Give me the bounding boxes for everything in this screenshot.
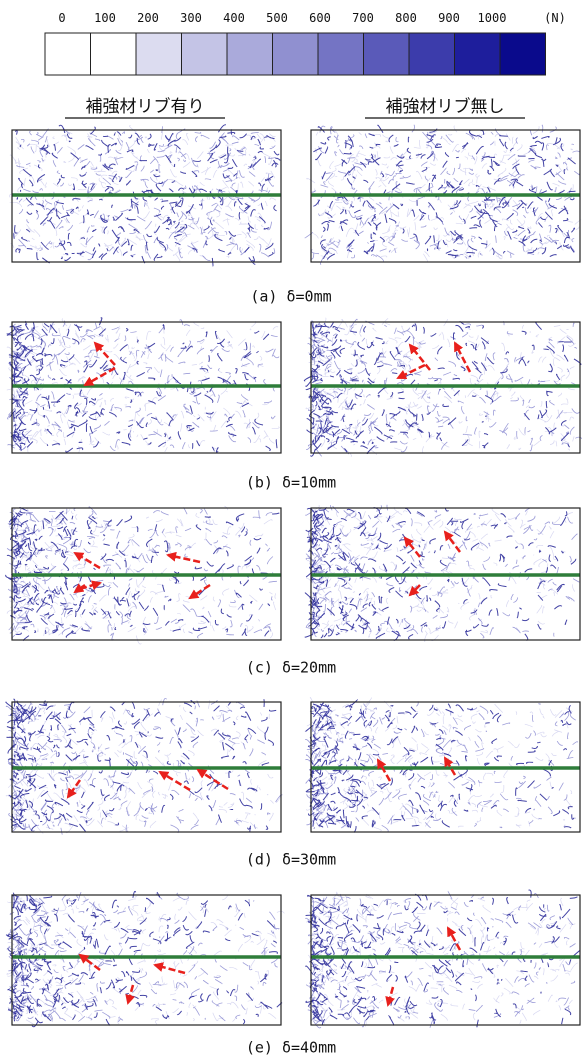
force-chains	[304, 507, 577, 641]
legend-swatch	[272, 32, 319, 76]
displacement-arrow	[125, 984, 135, 1005]
force-chain-panel	[304, 504, 581, 642]
legend-swatch	[44, 32, 91, 76]
legend-label: 0	[58, 11, 65, 25]
force-chain-panel	[5, 890, 285, 1028]
legend-unit: (N)	[544, 11, 566, 25]
displacement-arrow	[153, 962, 186, 975]
displacement-arrow	[396, 363, 426, 380]
panel-frame	[310, 129, 581, 263]
force-chain-panel	[304, 124, 582, 265]
panel-frame	[310, 321, 581, 454]
displacement-arrow	[158, 770, 191, 792]
legend-label: 300	[180, 11, 202, 25]
legend-label: 800	[395, 11, 417, 25]
displacement-arrow	[443, 756, 457, 776]
legend-label: 900	[438, 11, 460, 25]
force-chain-panel	[9, 124, 282, 267]
force-chain-panel	[303, 317, 582, 457]
column-header: 補強材リブ有り	[86, 96, 205, 117]
displacement-arrow	[78, 953, 101, 971]
panel-frame	[310, 507, 581, 641]
displacement-arrow	[453, 341, 472, 373]
force-chains	[5, 890, 283, 1028]
force-chains	[313, 124, 576, 260]
panel-caption: (a) δ=0mm	[250, 288, 331, 306]
force-chain-panel	[5, 698, 283, 836]
displacement-arrow	[408, 584, 421, 597]
force-chain-panel	[304, 697, 581, 833]
panel-caption: (c) δ=20mm	[246, 659, 336, 677]
force-chains	[7, 892, 280, 1023]
displacement-arrow	[408, 343, 431, 371]
displacement-arrow	[66, 779, 82, 799]
displacement-arrow	[196, 768, 229, 791]
panel-frame	[11, 701, 282, 833]
legend-swatch	[408, 32, 455, 76]
displacement-arrow	[385, 986, 395, 1007]
legend-label: 200	[137, 11, 159, 25]
legend-label: 700	[352, 11, 374, 25]
displacement-arrow	[443, 530, 461, 553]
legend-swatch	[181, 32, 228, 76]
force-chains	[306, 125, 582, 262]
force-chains	[304, 701, 578, 833]
legend-label: 600	[309, 11, 331, 25]
column-header: 補強材リブ無し	[386, 96, 505, 117]
displacement-arrow	[376, 758, 392, 782]
displacement-arrow	[166, 551, 201, 564]
force-chains	[303, 320, 582, 457]
displacement-arrow	[79, 580, 102, 591]
panel-caption: (d) δ=30mm	[246, 851, 336, 869]
panel-caption: (e) δ=40mm	[246, 1039, 336, 1057]
displacement-arrow	[446, 926, 462, 951]
legend-label: 400	[223, 11, 245, 25]
panel-frame	[11, 894, 282, 1026]
force-chains	[305, 504, 580, 639]
legend-label: 500	[266, 11, 288, 25]
panel-bg	[12, 895, 281, 1025]
legend-swatch	[363, 32, 410, 76]
legend-swatch	[454, 32, 501, 76]
panel-frame	[310, 894, 581, 1026]
panel-frame	[11, 129, 282, 263]
panel-frame	[11, 321, 282, 454]
force-chain-panel	[6, 317, 282, 454]
legend-swatch	[226, 32, 273, 76]
force-chains	[306, 504, 576, 642]
panel-frame	[11, 507, 282, 641]
legend-label: 1000	[478, 11, 507, 25]
legend-swatch	[135, 32, 182, 76]
legend-swatch	[317, 32, 364, 76]
legend-label: 100	[94, 11, 116, 25]
displacement-arrow	[93, 341, 116, 366]
panel-frame	[310, 701, 581, 833]
force-chains	[5, 699, 281, 834]
force-chain-panel	[5, 505, 282, 645]
displacement-arrow	[73, 551, 101, 570]
displacement-arrow	[403, 536, 421, 558]
panel-caption: (b) δ=10mm	[246, 474, 336, 492]
force-chains	[13, 124, 281, 267]
force-chain-panel	[305, 889, 581, 1029]
legend-swatch	[90, 32, 137, 76]
displacement-arrow	[83, 366, 116, 387]
legend-swatch	[499, 32, 546, 76]
force-chains	[305, 889, 581, 1028]
force-chains	[5, 698, 277, 832]
displacement-arrow	[188, 583, 211, 600]
